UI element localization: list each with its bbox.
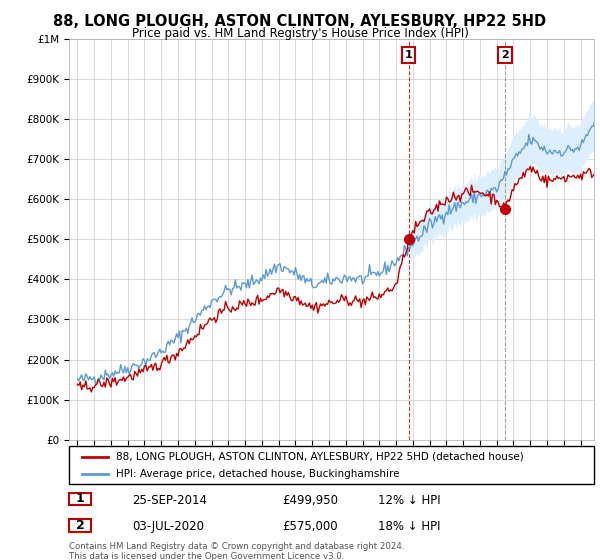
Text: 2: 2 [76, 519, 85, 532]
Text: £575,000: £575,000 [282, 520, 338, 533]
Text: HPI: Average price, detached house, Buckinghamshire: HPI: Average price, detached house, Buck… [116, 469, 400, 479]
Text: 03-JUL-2020: 03-JUL-2020 [132, 520, 204, 533]
Text: Price paid vs. HM Land Registry's House Price Index (HPI): Price paid vs. HM Land Registry's House … [131, 27, 469, 40]
Text: Contains HM Land Registry data © Crown copyright and database right 2024.
This d: Contains HM Land Registry data © Crown c… [69, 542, 404, 560]
Text: 2: 2 [501, 50, 509, 60]
Text: 12% ↓ HPI: 12% ↓ HPI [378, 493, 440, 507]
Text: 88, LONG PLOUGH, ASTON CLINTON, AYLESBURY, HP22 5HD: 88, LONG PLOUGH, ASTON CLINTON, AYLESBUR… [53, 14, 547, 29]
Bar [70, 519, 91, 531]
Text: 1: 1 [405, 50, 413, 60]
Text: 25-SEP-2014: 25-SEP-2014 [132, 493, 207, 507]
Text: 18% ↓ HPI: 18% ↓ HPI [378, 520, 440, 533]
Bar [70, 493, 91, 505]
Text: £499,950: £499,950 [282, 493, 338, 507]
Text: 88, LONG PLOUGH, ASTON CLINTON, AYLESBURY, HP22 5HD (detached house): 88, LONG PLOUGH, ASTON CLINTON, AYLESBUR… [116, 452, 524, 462]
Text: 1: 1 [76, 492, 85, 506]
